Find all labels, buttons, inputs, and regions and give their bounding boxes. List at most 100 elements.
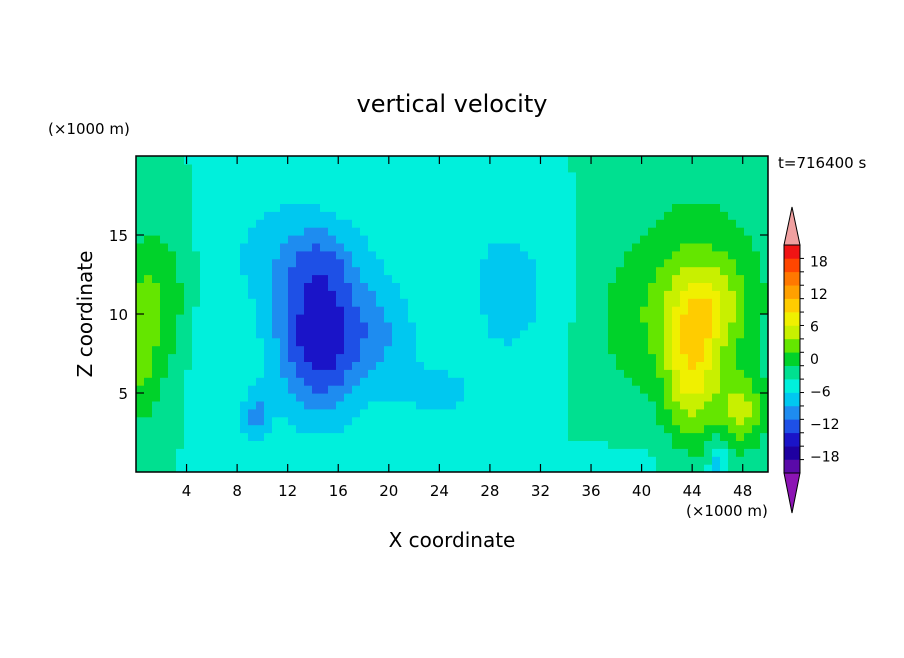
field-cell [240, 258, 249, 268]
field-cell [368, 179, 377, 189]
field-cell [712, 171, 721, 181]
field-cell [760, 306, 768, 315]
field-cell [168, 314, 177, 323]
field-cell [440, 432, 449, 441]
field-cell [544, 369, 553, 378]
field-cell [344, 211, 353, 220]
field-cell [376, 179, 385, 189]
field-cell [504, 242, 513, 252]
field-cell [360, 416, 369, 426]
field-cell [280, 306, 289, 315]
field-cell [384, 306, 393, 315]
field-cell [528, 408, 537, 418]
field-cell [360, 329, 369, 339]
field-cell [664, 306, 673, 315]
field-cell [384, 353, 393, 362]
field-cell [616, 290, 625, 299]
field-cell [152, 385, 161, 394]
field-cell [528, 440, 537, 449]
field-cell [496, 329, 505, 339]
field-cell [504, 235, 513, 244]
field-cell [624, 195, 633, 204]
field-cell [248, 179, 257, 189]
field-cell [496, 464, 505, 472]
field-cell [480, 227, 489, 236]
field-cell [600, 424, 609, 434]
field-cell [640, 266, 649, 276]
field-cell [696, 416, 705, 426]
field-cell [296, 274, 305, 283]
field-cell [656, 369, 665, 378]
field-cell [384, 456, 393, 465]
field-cell [360, 369, 369, 378]
field-cell [184, 416, 193, 426]
field-cell [712, 282, 721, 291]
field-cell [256, 219, 265, 228]
field-cell [480, 424, 489, 434]
field-cell [368, 432, 377, 441]
field-cell [512, 179, 521, 189]
field-cell [504, 219, 513, 228]
field-cell [392, 345, 401, 355]
field-cell [464, 464, 473, 472]
field-cell [256, 227, 265, 236]
field-cell [272, 321, 281, 331]
field-cell [136, 393, 145, 402]
field-cell [568, 290, 577, 299]
field-cell [736, 250, 745, 260]
field-cell [272, 337, 281, 347]
field-cell [520, 353, 529, 362]
field-cell [240, 211, 249, 220]
field-cell [328, 361, 337, 370]
field-cell [584, 306, 593, 315]
field-cell [736, 353, 745, 362]
field-cell [392, 290, 401, 299]
field-cell [192, 321, 201, 331]
field-cell [400, 329, 409, 339]
field-cell [192, 353, 201, 362]
field-cell [480, 385, 489, 394]
field-cell [232, 156, 241, 165]
field-cell [584, 440, 593, 449]
field-cell [544, 203, 553, 212]
field-cell [520, 424, 529, 434]
field-cell [592, 250, 601, 260]
field-cell [296, 179, 305, 189]
field-cell [320, 298, 329, 307]
field-cell [408, 424, 417, 434]
field-cell [256, 393, 265, 402]
field-cell [200, 156, 209, 165]
field-cell [352, 211, 361, 220]
field-cell [328, 274, 337, 283]
field-cell [664, 424, 673, 434]
field-cell [640, 171, 649, 181]
field-cell [424, 195, 433, 204]
x-tick-label: 16 [329, 482, 348, 500]
field-cell [440, 464, 449, 472]
field-cell [296, 329, 305, 339]
field-cell [592, 464, 601, 472]
field-cell [256, 274, 265, 283]
field-cell [696, 219, 705, 228]
field-cell [600, 187, 609, 197]
field-cell [688, 306, 697, 315]
field-cell [144, 424, 153, 434]
field-cell [496, 250, 505, 260]
field-cell [560, 203, 569, 212]
field-cell [432, 321, 441, 331]
field-cell [408, 321, 417, 331]
field-cell [384, 345, 393, 355]
field-cell [288, 393, 297, 402]
field-cell [168, 306, 177, 315]
field-cell [288, 195, 297, 204]
field-cell [616, 187, 625, 197]
field-cell [160, 416, 169, 426]
field-cell [624, 227, 633, 236]
field-cell [488, 369, 497, 378]
field-cell [504, 187, 513, 197]
field-cell [152, 432, 161, 441]
field-cell [696, 408, 705, 418]
field-cell [408, 440, 417, 449]
field-cell [632, 235, 641, 244]
field-cell [320, 211, 329, 220]
